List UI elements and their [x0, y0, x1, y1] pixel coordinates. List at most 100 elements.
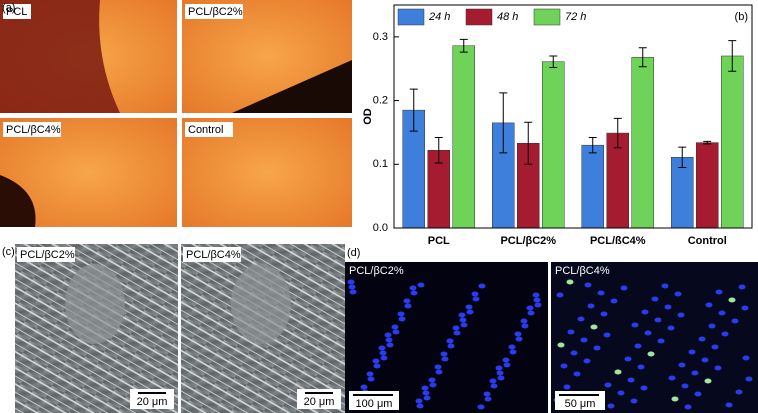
error-bar [459, 38, 468, 53]
nucleus [453, 330, 461, 336]
nucleus [684, 404, 692, 410]
error-bar [409, 88, 418, 132]
plot-frame [393, 4, 753, 229]
scale-label: 20 μm [304, 396, 335, 408]
image-label: PCL [6, 6, 27, 18]
nucleus [410, 290, 418, 296]
nucleus [681, 383, 689, 389]
nucleus [441, 356, 449, 362]
nucleus [664, 304, 672, 310]
legend-swatch [397, 8, 425, 26]
bar [721, 55, 744, 229]
image-label: Control [188, 124, 223, 136]
nucleus [422, 390, 430, 396]
nucleus [610, 298, 618, 304]
nucleus [477, 404, 485, 410]
error-bar [728, 40, 737, 72]
nucleus [644, 330, 652, 336]
label-bg [185, 122, 233, 137]
image-label: PCL/βC4% [6, 124, 61, 136]
label-bg [17, 247, 75, 262]
nucleus [452, 325, 460, 331]
x-tick-label: PCL/ßC4% [590, 235, 646, 247]
error-bar [434, 137, 443, 164]
label-bg [183, 247, 241, 262]
error-bar [678, 146, 687, 168]
shadow [232, 60, 352, 113]
nucleus [674, 291, 682, 297]
nucleus [570, 350, 578, 356]
cell [231, 264, 291, 344]
nucleus [617, 390, 625, 396]
nucleus [677, 312, 685, 318]
nucleus [347, 279, 355, 285]
nucleus [380, 355, 388, 361]
bar [452, 45, 475, 229]
nucleus [630, 398, 638, 404]
panel-label: (c) [2, 246, 15, 258]
nucleus [641, 309, 649, 315]
nucleus [604, 382, 612, 388]
nucleus [385, 337, 393, 343]
nucleus [391, 324, 399, 330]
nucleus [688, 349, 696, 355]
scale-label: 20 μm [137, 396, 168, 408]
nucleus [661, 283, 669, 289]
legend-swatch [465, 8, 493, 26]
nucleus [721, 331, 729, 337]
nucleus [627, 377, 635, 383]
x-tick-label: Control [688, 235, 727, 247]
nucleus [495, 365, 503, 371]
y-tick-label: 0.3 [373, 31, 388, 43]
nucleus [584, 282, 592, 288]
nucleus [694, 391, 702, 397]
nucleus [668, 375, 676, 381]
nucleus [631, 322, 639, 328]
nucleus [384, 332, 392, 338]
nucleus [367, 376, 375, 382]
label-bg [3, 122, 61, 137]
nucleus [556, 292, 564, 298]
nucleus [415, 398, 423, 404]
nucleus [715, 289, 723, 295]
nucleus [392, 329, 400, 335]
nucleus [366, 371, 374, 377]
y-tick-label: 0.0 [373, 222, 388, 234]
label-bg [185, 4, 243, 19]
bar [542, 61, 565, 229]
image-label: PCL/βC4% [555, 265, 610, 277]
nucleus [460, 322, 468, 328]
shadow [0, 0, 120, 113]
nucleus [671, 396, 679, 402]
nucleus [735, 389, 743, 395]
nucleus [465, 304, 473, 310]
label-bg [3, 4, 31, 19]
scale-label: 100 μm [356, 398, 393, 410]
nucleus [705, 302, 713, 308]
nucleus [372, 358, 380, 364]
fluorescence-image [551, 262, 758, 413]
nucleus [386, 342, 394, 348]
nucleus [483, 391, 491, 397]
panel-label: (d) [347, 247, 360, 259]
nucleus [600, 311, 608, 317]
y-tick-label: 0.2 [373, 94, 388, 106]
nucleus [620, 285, 628, 291]
panel-label: (a) [2, 2, 15, 14]
nucleus [403, 298, 411, 304]
nucleus [614, 369, 622, 375]
nucleus [497, 375, 505, 381]
nucleus [708, 323, 716, 329]
nucleus [428, 377, 436, 383]
nucleus [484, 396, 492, 402]
nucleus [711, 344, 719, 350]
nucleus [379, 350, 387, 356]
nucleus [728, 297, 736, 303]
fluorescence-image [345, 262, 548, 413]
bar [696, 142, 719, 229]
cell [65, 264, 125, 344]
nucleus [577, 316, 585, 322]
nucleus [745, 376, 753, 382]
nucleus [566, 279, 574, 285]
nucleus [698, 336, 706, 342]
